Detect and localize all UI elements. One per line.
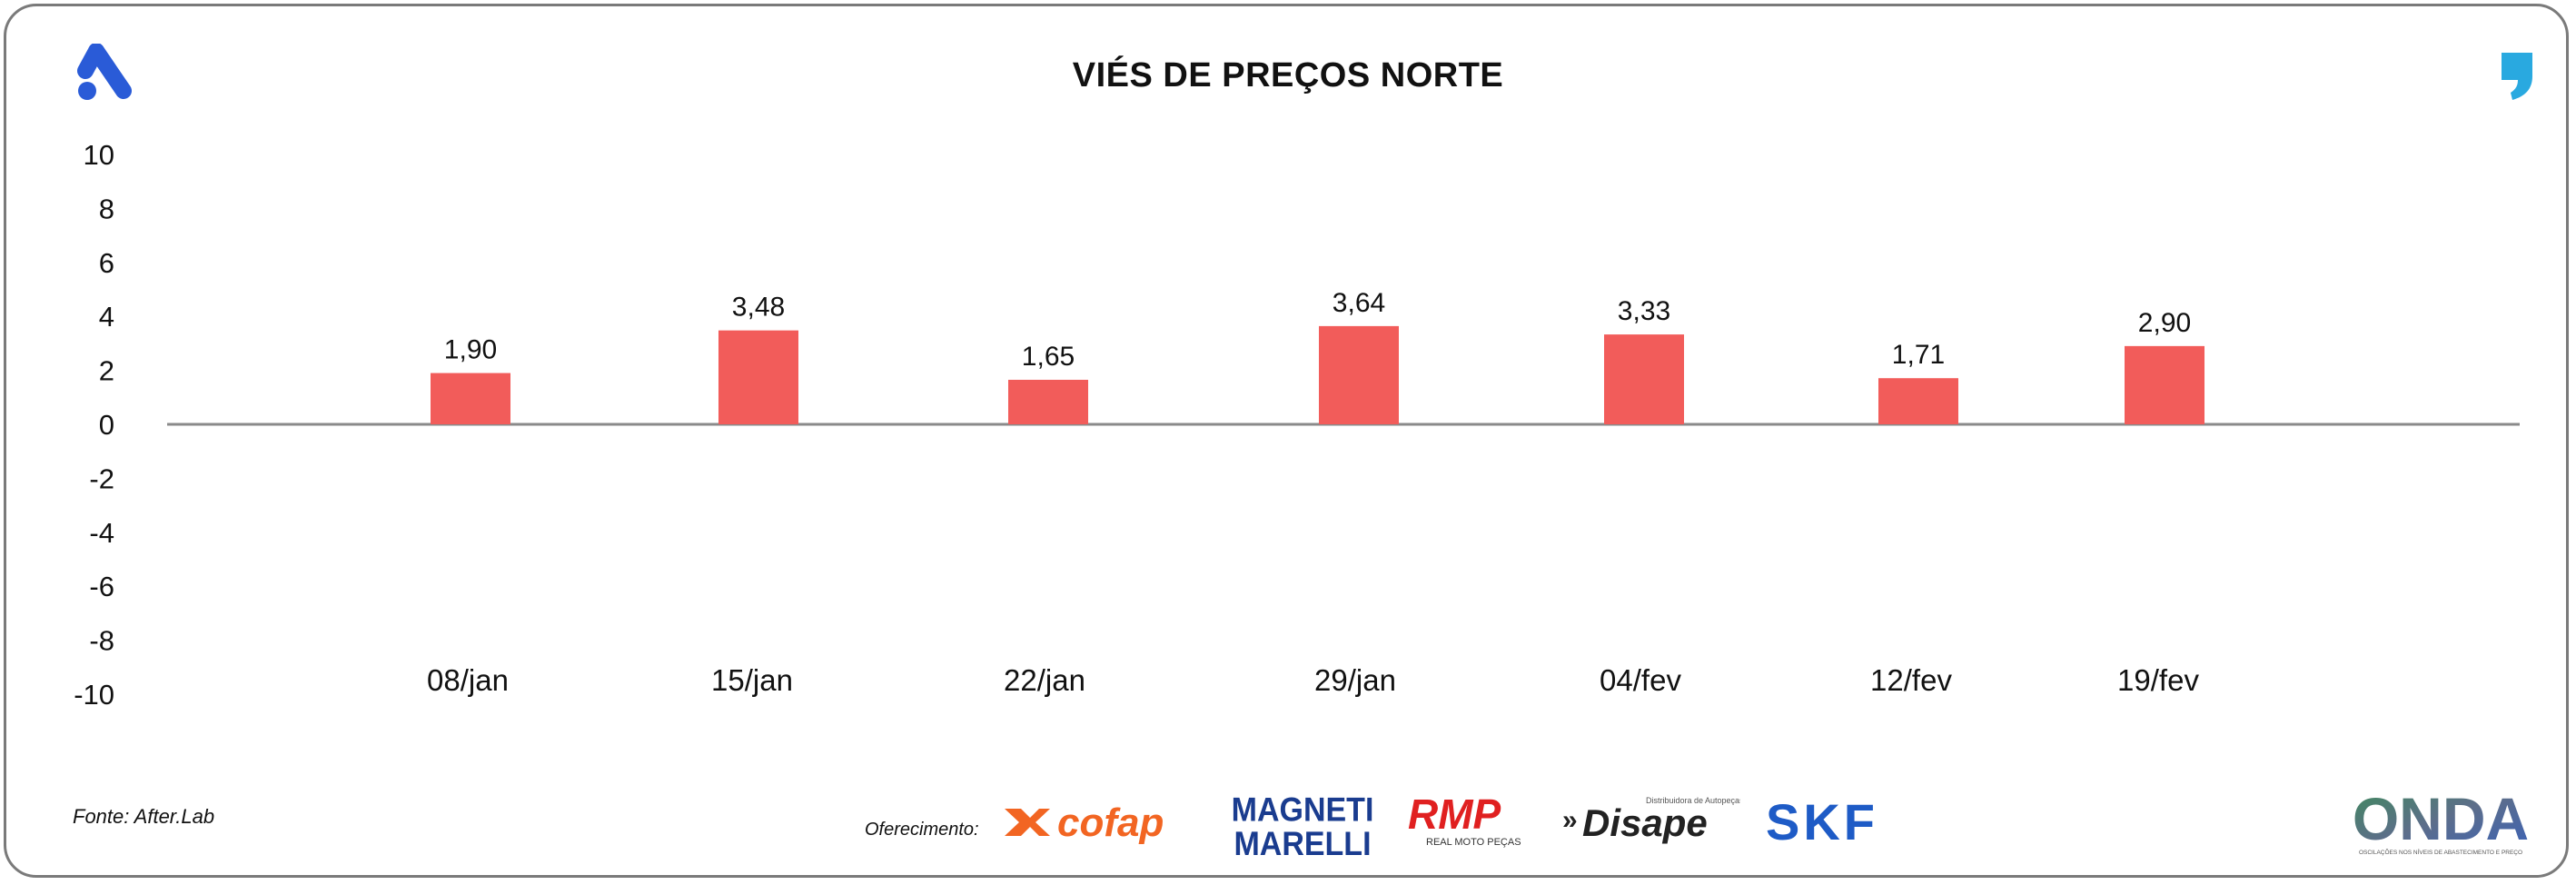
bar [1319, 325, 1399, 424]
rmp-tagline: REAL MOTO PEÇAS [1426, 837, 1521, 848]
svg-text:»: » [1562, 805, 1578, 835]
sponsor-label: Oferecimento: [865, 820, 979, 840]
source-note: Fonte: After.Lab [73, 805, 215, 828]
disape-logo: » Disape Distribuidora de Autopeças [1562, 796, 1740, 844]
rmp-logo: RMP REAL MOTO PEÇAS [1408, 792, 1521, 848]
y-tick-label: -10 [74, 679, 114, 711]
cofap-text: cofap [1057, 800, 1164, 845]
onda-text: ONDA [2353, 785, 2529, 852]
y-tick-label: -6 [89, 571, 114, 602]
bar [1878, 378, 1958, 424]
svg-text:MARELLI: MARELLI [1234, 824, 1371, 860]
y-tick-label: -2 [89, 462, 114, 494]
bar [718, 330, 798, 424]
x-tick-label: 15/jan [711, 663, 793, 697]
y-tick-label: 2 [99, 355, 114, 387]
x-tick-label: 29/jan [1314, 663, 1396, 697]
bar [2125, 345, 2204, 424]
bar-value-label: 3,48 [732, 293, 785, 323]
onda-tagline: OSCILAÇÕES NOS NÍVEIS DE ABASTECIMENTO E… [2359, 848, 2522, 856]
bar-value-label: 3,33 [1618, 296, 1670, 326]
bar-value-label: 3,64 [1333, 288, 1385, 318]
bar-value-label: 1,71 [1892, 340, 1945, 370]
y-tick-label: 0 [99, 409, 114, 441]
rmp-text: RMP [1408, 792, 1501, 838]
y-tick-label: 10 [84, 139, 114, 171]
bar [431, 373, 510, 424]
x-tick-label: 12/fev [1870, 663, 1952, 697]
svg-text:MAGNETI: MAGNETI [1232, 791, 1373, 829]
skf-logo: SKF [1766, 794, 1878, 847]
bar-value-label: 2,90 [2138, 308, 2191, 338]
y-tick-label: -8 [89, 625, 114, 657]
quote-mark-icon [2502, 53, 2532, 100]
disape-text: Disape [1582, 801, 1708, 844]
chart-frame [4, 4, 2569, 878]
skf-text: SKF [1766, 794, 1878, 847]
x-tick-label: 22/jan [1004, 663, 1085, 697]
y-tick-label: 8 [99, 193, 114, 224]
bar-chart: 10 8 6 4 2 0 -2 -4 -6 -8 -10 1,90 08/jan 3,48 15/jan 1,… [74, 139, 2520, 711]
bar [1604, 334, 1684, 424]
onda-logo: ONDA OSCILAÇÕES NOS NÍVEIS DE ABASTECIME… [2353, 785, 2529, 856]
x-tick-label: 19/fev [2117, 663, 2199, 697]
magneti-marelli-logo: MAGNETI MARELLI [1232, 791, 1373, 860]
bar [1008, 379, 1088, 424]
disape-tagline: Distribuidora de Autopeças [1646, 796, 1740, 805]
y-tick-label: 6 [99, 247, 114, 279]
cofap-logo: cofap [1005, 800, 1164, 845]
bar-value-label: 1,90 [444, 335, 497, 365]
x-tick-label: 08/jan [427, 663, 509, 697]
bar-value-label: 1,65 [1022, 342, 1075, 372]
chart-title: VIÉS DE PREÇOS NORTE [1072, 56, 1504, 94]
y-tick-label: -4 [89, 517, 114, 549]
y-tick-label: 4 [99, 301, 114, 333]
brand-a-icon [77, 44, 132, 100]
x-tick-label: 04/fev [1600, 663, 1681, 697]
